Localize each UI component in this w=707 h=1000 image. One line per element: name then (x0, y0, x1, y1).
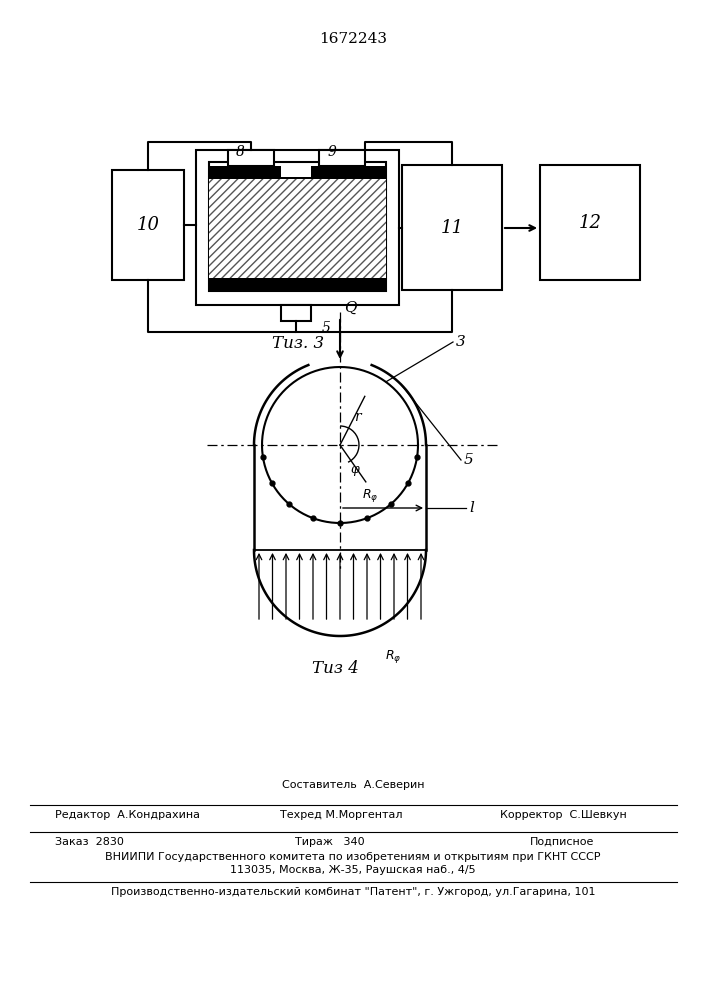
Text: Тираж   340: Тираж 340 (295, 837, 365, 847)
Text: 10: 10 (136, 216, 160, 234)
Text: φ: φ (350, 463, 358, 476)
Text: $R_{\varphi}$: $R_{\varphi}$ (385, 648, 402, 665)
Text: Q: Q (344, 301, 356, 315)
Text: 11: 11 (440, 219, 464, 237)
Text: Производственно-издательский комбинат "Патент", г. Ужгород, ул.Гагарина, 101: Производственно-издательский комбинат "П… (111, 887, 595, 897)
Bar (319, 150, 365, 166)
Text: Корректор  С.Шевкун: Корректор С.Шевкун (500, 810, 626, 820)
Bar (281, 166, 311, 177)
Bar (209, 166, 386, 179)
Bar (281, 305, 311, 321)
Text: 8: 8 (236, 145, 245, 159)
Text: Техред М.Моргентал: Техред М.Моргентал (280, 810, 402, 820)
Text: 3: 3 (456, 335, 466, 349)
Bar (209, 162, 386, 291)
Bar (209, 278, 386, 291)
Bar (209, 179, 386, 278)
Bar (112, 170, 184, 280)
Text: $R_{\varphi}$: $R_{\varphi}$ (362, 487, 378, 504)
Text: 5: 5 (322, 321, 331, 335)
Text: Заказ  2830: Заказ 2830 (55, 837, 124, 847)
Text: Τиз. 3: Τиз. 3 (272, 335, 324, 352)
Text: r: r (354, 410, 361, 424)
Text: Редактор  А.Кондрахина: Редактор А.Кондрахина (55, 810, 200, 820)
Text: Τиз 4: Τиз 4 (312, 660, 358, 677)
Text: Составитель  А.Северин: Составитель А.Северин (282, 780, 424, 790)
Text: 9: 9 (328, 145, 337, 159)
Bar (402, 165, 502, 290)
Text: 12: 12 (578, 214, 602, 232)
Text: Подписное: Подписное (530, 837, 595, 847)
Text: 5: 5 (464, 453, 474, 467)
Text: 113035, Москва, Ж-35, Раушская наб., 4/5: 113035, Москва, Ж-35, Раушская наб., 4/5 (230, 865, 476, 875)
Text: l: l (469, 501, 474, 515)
Bar (196, 150, 399, 305)
Bar (228, 150, 274, 166)
Text: ВНИИПИ Государственного комитета по изобретениям и открытиям при ГКНТ СССР: ВНИИПИ Государственного комитета по изоб… (105, 852, 601, 862)
Text: 1672243: 1672243 (319, 32, 387, 46)
Bar (540, 165, 640, 280)
